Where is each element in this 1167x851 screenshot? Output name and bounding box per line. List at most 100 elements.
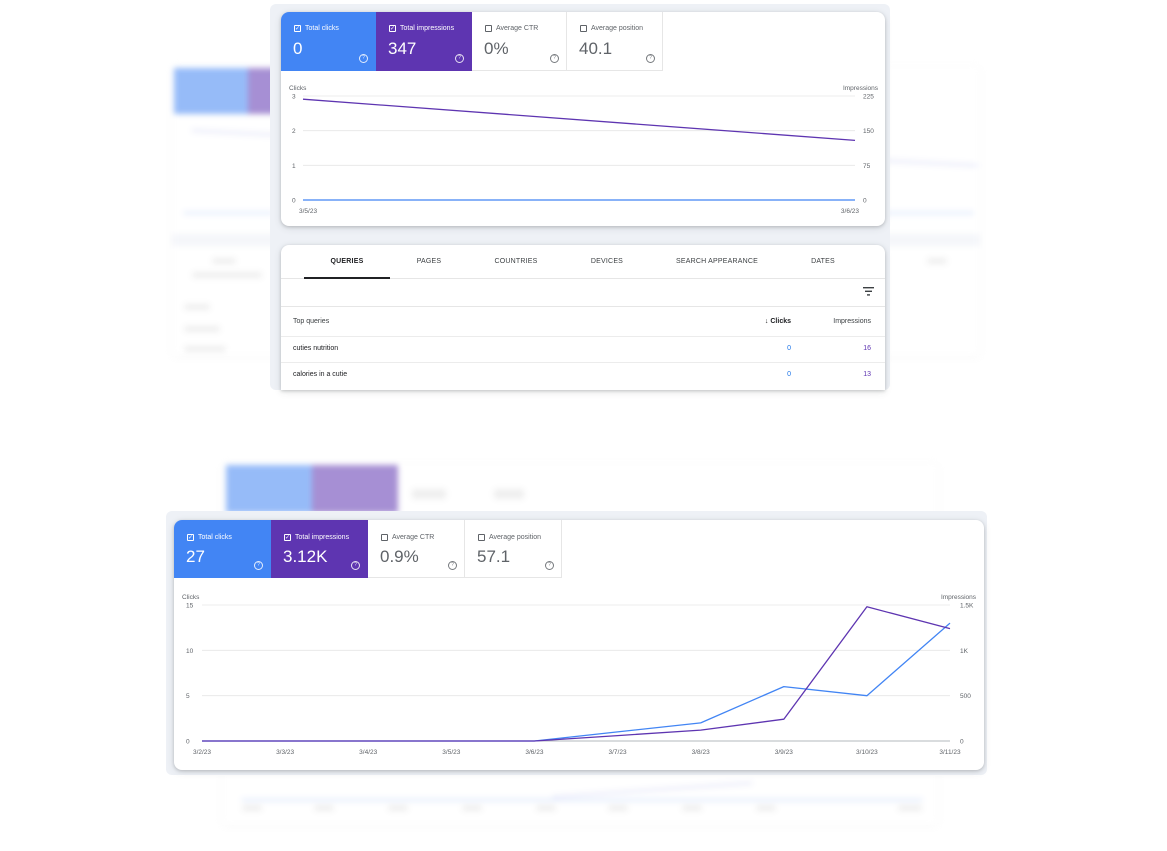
y-axis-label-right: Impressions [843,85,879,92]
column-header-impressions[interactable]: Impressions [833,318,871,325]
top-metric-tiles: ✓ Total clicks 0 ? ✓ Total impressions 347… [281,12,663,71]
y-tick-label-right: 1.5K [960,603,974,610]
x-tick-label: 3/2/23 [193,749,211,756]
query-clicks: 0 [787,345,791,352]
x-tick-label: 3/5/23 [299,208,317,215]
checkbox-checked-icon[interactable]: ✓ [187,534,194,541]
tab-devices[interactable]: DEVICES [590,258,624,265]
metric-total-impressions[interactable]: ✓ Total impressions 347 ? [376,12,472,71]
metric-total-clicks[interactable]: ✓ Total clicks 0 ? [281,12,376,71]
metric-average-ctr[interactable]: Average CTR 0% ? [472,12,567,71]
x-tick-label: 3/7/23 [609,749,627,756]
x-tick-label: 3/6/23 [525,749,543,756]
x-tick-label: 3/9/23 [775,749,793,756]
query-text: cuties nutrition [293,345,339,352]
metric-value: 0 [293,39,303,58]
query-impressions: 13 [863,371,871,378]
checkbox-checked-icon[interactable]: ✓ [389,25,396,32]
help-icon[interactable]: ? [646,54,655,63]
query-impressions: 16 [863,345,871,352]
metric-value: 0.9% [380,547,419,566]
query-clicks: 0 [787,371,791,378]
top-queries-card: QUERIES PAGES COUNTRIES DEVICES SEARCH A… [281,245,885,390]
series-line-impressions [302,98,856,142]
y-tick-label-left: 5 [186,693,190,700]
y-tick-label-left: 0 [186,739,190,746]
y-tick-label-left: 3 [292,94,296,101]
metric-label: Average CTR [392,534,435,541]
metric-label: Total clicks [305,25,339,32]
series-line-clicks [202,622,951,742]
help-icon[interactable]: ? [455,54,464,63]
query-text: calories in a cutie [293,371,348,378]
help-icon[interactable]: ? [545,561,554,570]
y-axis-label-left: Clicks [289,85,307,92]
metric-average-position[interactable]: Average position 57.1 ? [465,520,562,578]
metric-value: 347 [388,39,417,58]
metric-average-position[interactable]: Average position 40.1 ? [567,12,663,71]
x-tick-label: 3/6/23 [841,208,859,215]
tab-dates[interactable]: DATES [811,258,835,265]
y-tick-label-left: 1 [292,163,296,170]
help-icon[interactable]: ? [550,54,559,63]
table-row[interactable]: calories in a cutie 0 13 [281,362,885,388]
checkbox-unchecked-icon[interactable] [381,534,388,541]
y-tick-label-left: 0 [292,198,296,205]
bottom-performance-card: ✓ Total clicks 27 ? ✓ Total impressions 3.… [174,520,984,770]
metric-label: Total impressions [295,534,350,541]
bottom-metric-tiles: ✓ Total clicks 27 ? ✓ Total impressions 3.… [174,520,562,578]
checkbox-checked-icon[interactable]: ✓ [284,534,291,541]
filter-toolbar [281,279,885,307]
metric-label: Average position [591,25,644,32]
tab-queries[interactable]: QUERIES [304,245,390,279]
y-axis-label-left: Clicks [182,594,200,601]
column-header-top-queries: Top queries [293,318,330,325]
filter-icon[interactable] [863,287,874,296]
checkbox-unchecked-icon[interactable] [580,25,587,32]
queries-table: Top queries ↓ Clicks Impressions cuties … [281,307,885,390]
tab-countries[interactable]: COUNTRIES [494,258,538,265]
x-tick-label: 3/10/23 [856,749,878,756]
metric-total-impressions[interactable]: ✓ Total impressions 3.12K ? [271,520,368,578]
y-tick-label-left: 10 [186,648,194,655]
metric-average-ctr[interactable]: Average CTR 0.9% ? [368,520,465,578]
y-tick-label-left: 2 [292,128,296,135]
y-tick-label-right: 0 [863,198,867,205]
top-performance-card: ✓ Total clicks 0 ? ✓ Total impressions 347… [281,12,885,226]
x-tick-label: 3/11/23 [939,749,961,756]
help-icon[interactable]: ? [448,561,457,570]
metric-value: 3.12K [283,547,328,566]
table-row[interactable]: cuties nutrition 0 16 [281,336,885,363]
x-tick-label: 3/8/23 [692,749,710,756]
column-header-clicks[interactable]: ↓ Clicks [763,307,791,336]
sort-arrow-down-icon: ↓ [764,318,769,325]
metric-label: Total impressions [400,25,455,32]
bottom-performance-chart: Clicks Impressions 0 0 5 500 10 1K 15 1.5K 3/2/23 3… [182,594,977,756]
metric-label: Total clicks [198,534,232,541]
help-icon[interactable]: ? [351,561,360,570]
metric-total-clicks[interactable]: ✓ Total clicks 27 ? [174,520,271,578]
metric-label: Average CTR [496,25,539,32]
metric-value: 0% [484,39,509,58]
y-tick-label-right: 225 [863,94,874,101]
y-tick-label-right: 75 [863,163,871,170]
table-header-row: Top queries ↓ Clicks Impressions [281,307,885,337]
y-tick-label-right: 500 [960,693,971,700]
x-tick-label: 3/4/23 [359,749,377,756]
y-tick-label-right: 1K [960,648,969,655]
tab-pages[interactable]: PAGES [416,258,442,265]
checkbox-checked-icon[interactable]: ✓ [294,25,301,32]
help-icon[interactable]: ? [254,561,263,570]
checkbox-unchecked-icon[interactable] [478,534,485,541]
metric-value: 57.1 [477,547,511,566]
checkbox-unchecked-icon[interactable] [485,25,492,32]
report-tabs: QUERIES PAGES COUNTRIES DEVICES SEARCH A… [281,245,885,279]
metric-label: Average position [489,534,542,541]
column-header-clicks-label: Clicks [770,318,791,325]
help-icon[interactable]: ? [359,54,368,63]
tab-search-appearance[interactable]: SEARCH APPEARANCE [676,258,758,265]
top-performance-chart: Clicks Impressions 0 0 1 75 2 150 3 225 3/5/23 3/6/… [289,85,879,215]
series-line-impressions [202,606,951,742]
metric-value: 40.1 [579,39,613,58]
y-axis-label-right: Impressions [941,594,977,601]
